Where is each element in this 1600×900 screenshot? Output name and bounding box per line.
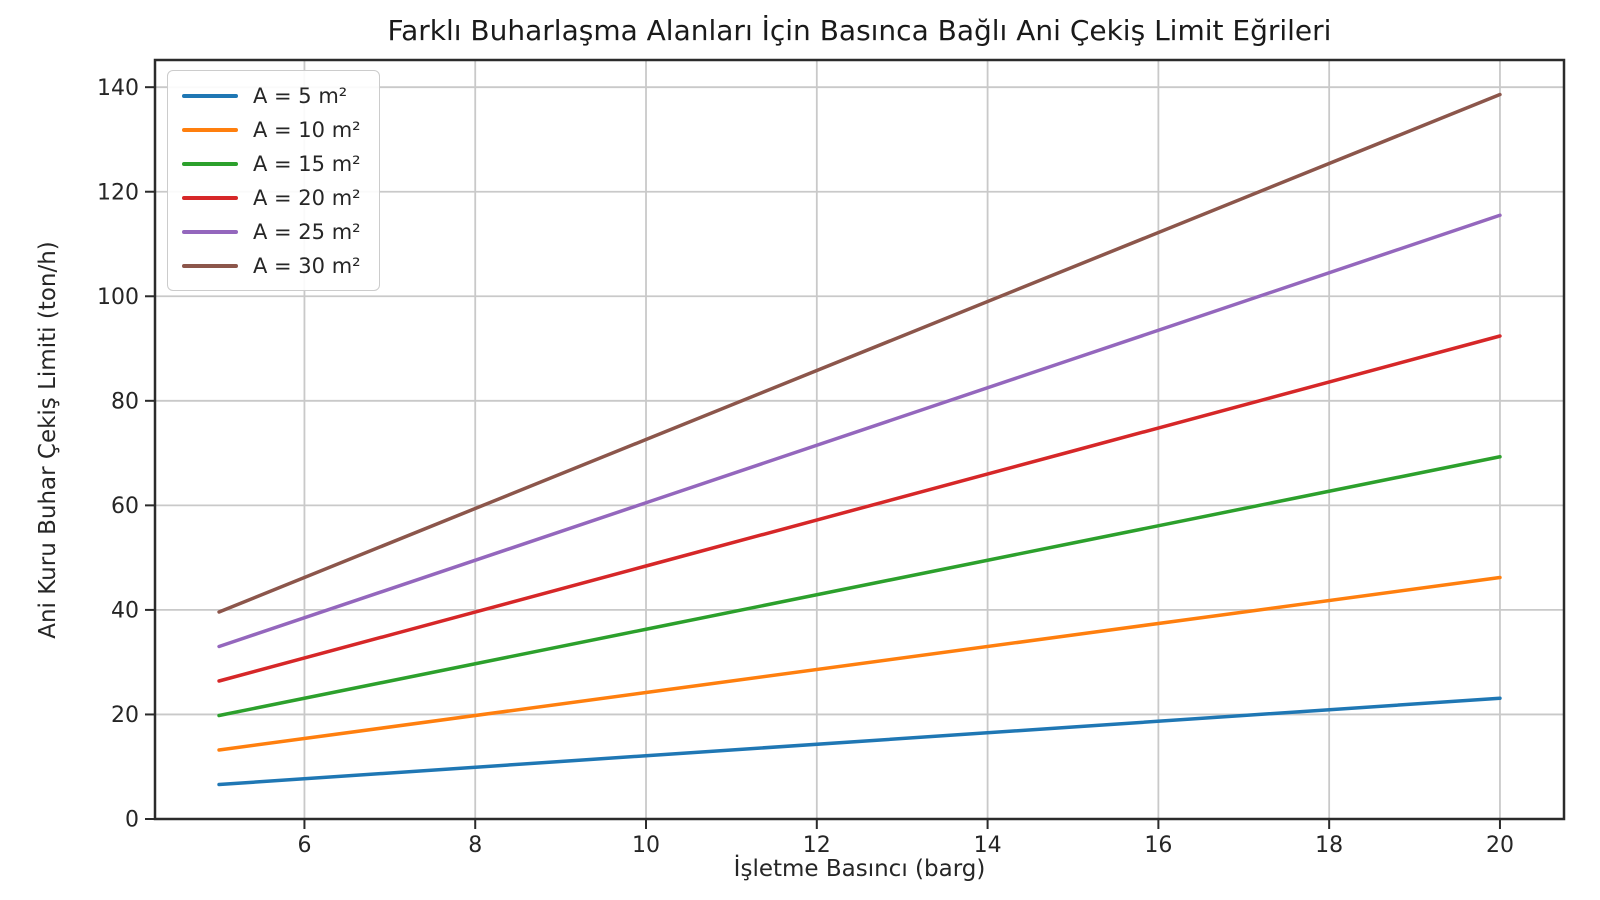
legend-item: A = 25 m² — [182, 218, 361, 245]
legend-item: A = 15 m² — [182, 150, 361, 177]
y-tick-label: 100 — [97, 285, 139, 310]
x-tick-label: 16 — [1144, 833, 1172, 858]
legend-item: A = 30 m² — [182, 252, 361, 279]
x-tick-label: 6 — [297, 833, 311, 858]
series-line — [217, 92, 1502, 614]
legend-line-swatch — [182, 127, 238, 132]
legend-item-label: A = 15 m² — [253, 151, 361, 176]
legend-item-label: A = 30 m² — [253, 253, 361, 278]
legend-line-swatch — [182, 195, 238, 200]
y-tick-label: 20 — [111, 703, 139, 728]
legend-line-swatch — [182, 161, 238, 166]
legend-line-swatch — [182, 93, 238, 98]
series-line — [217, 696, 1502, 787]
x-tick-label: 20 — [1486, 833, 1514, 858]
chart-title: Farklı Buharlaşma Alanları İçin Basınca … — [387, 14, 1332, 47]
y-tick-label: 140 — [97, 76, 139, 101]
x-tick-label: 12 — [803, 833, 831, 858]
legend-item-label: A = 25 m² — [253, 219, 361, 244]
x-tick-label: 8 — [468, 833, 482, 858]
series-line — [217, 334, 1502, 683]
legend-item: A = 5 m² — [182, 82, 361, 109]
series-line — [217, 213, 1502, 649]
x-tick-label: 14 — [974, 833, 1002, 858]
y-tick-label: 80 — [111, 390, 139, 415]
legend-item: A = 10 m² — [182, 116, 361, 143]
y-tick-label: 0 — [125, 808, 139, 833]
x-axis-label: İşletme Basıncı (barg) — [733, 856, 986, 882]
y-axis-label: Ani Kuru Buhar Çekiş Limiti (ton/h) — [35, 241, 61, 639]
x-tick-label: 10 — [632, 833, 660, 858]
series-line — [217, 455, 1502, 718]
series-line — [217, 575, 1502, 752]
legend: A = 5 m² A = 10 m² A = 15 m² A = 20 m² A = 2… — [167, 70, 380, 291]
y-tick-label: 120 — [97, 180, 139, 205]
legend-item-label: A = 10 m² — [253, 117, 361, 142]
axes-frame — [153, 58, 1566, 821]
legend-item: A = 20 m² — [182, 184, 361, 211]
y-tick-label: 60 — [111, 494, 139, 519]
legend-line-swatch — [182, 229, 238, 234]
legend-item-label: A = 20 m² — [253, 185, 361, 210]
y-tick-label: 40 — [111, 599, 139, 624]
legend-line-swatch — [182, 263, 238, 268]
x-tick-label: 18 — [1315, 833, 1343, 858]
legend-item-label: A = 5 m² — [253, 83, 348, 108]
